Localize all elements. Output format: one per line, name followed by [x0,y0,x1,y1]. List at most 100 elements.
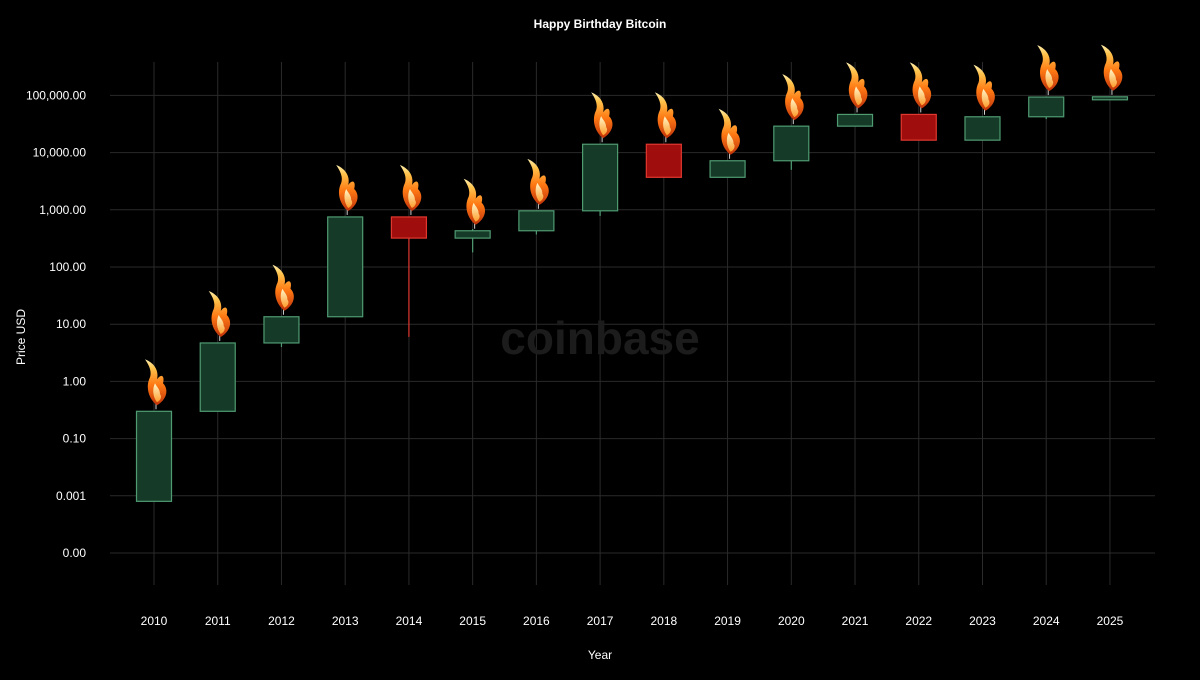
x-tick-label: 2018 [650,614,677,628]
flame-core [344,188,353,208]
flame-outer [846,62,868,109]
candle-body [645,143,682,178]
flame-core [280,288,289,308]
flame-core [599,116,608,136]
flame-outer [336,164,358,211]
watermark: coinbase [500,312,699,364]
candle-2025 [1091,96,1129,101]
candle-body [454,230,491,239]
candle-body [900,113,937,141]
y-axis-label: Price USD [14,309,28,365]
x-tick-label: 2013 [332,614,359,628]
x-axis-label: Year [588,648,612,662]
candle-flame-icon [463,178,486,229]
candle-2023 [964,116,1001,141]
flame-outer [591,92,613,139]
candle-body [518,210,555,232]
flame-core [471,202,480,222]
flame-outer [1100,44,1123,91]
x-tick-label: 2025 [1097,614,1124,628]
x-tick-label: 2011 [205,614,231,628]
flame-core [918,86,926,106]
candle-2020 [773,125,810,170]
chart-title: Happy Birthday Bitcoin [534,17,667,31]
x-axis-ticks: 2010 2011 2012 2013 2014 2015 2016 2017 2018 2019… [141,614,1124,628]
candle-flame-icon [208,290,231,341]
candle-flame-icon [718,108,740,159]
candle-2017 [582,143,619,216]
candle-body [327,216,364,318]
flame-core [1109,68,1117,88]
candle-body [773,125,810,162]
y-tick-label: 1.00 [63,374,87,388]
flames [145,44,1123,410]
x-tick-label: 2014 [396,614,423,628]
candle-flame-icon [846,62,868,113]
flame-outer [782,74,804,121]
flame-core [153,383,161,403]
candle-body [836,113,874,127]
flame-core [790,98,799,118]
flame-outer [973,64,995,111]
candle-body [199,342,236,412]
candle-flame-icon [272,264,294,315]
x-tick-label: 2016 [523,614,550,628]
y-tick-label: 0.10 [63,432,87,446]
candle-flame-icon [1100,44,1123,95]
x-tick-label: 2024 [1033,614,1060,628]
candle-body [582,143,619,212]
candle-flame-icon [145,359,167,410]
candle-2016 [518,210,555,235]
candle-2013 [327,216,364,318]
candle-2015 [454,229,491,253]
candle-flame-icon [336,164,358,215]
candle-body [263,316,300,344]
flame-core [663,116,671,136]
y-tick-label: 10,000.00 [33,146,87,160]
y-tick-label: 100,000.00 [26,88,86,102]
x-tick-label: 2023 [969,614,996,628]
y-tick-label: 10.00 [56,317,86,331]
x-tick-label: 2021 [842,614,869,628]
candle-flame-icon [909,62,932,113]
candle-2021 [836,113,874,127]
flame-core [535,182,544,202]
y-axis-ticks: 0.00 0.001 0.10 1.00 10.00 100.00 1,000.00 10,0… [26,88,86,560]
candles [135,96,1129,502]
candle-2014 [390,216,428,337]
x-tick-label: 2019 [714,614,741,628]
candle-flame-icon [399,164,422,215]
candle-2022 [900,113,937,141]
candle-body [135,410,173,502]
candle-flame-icon [527,158,549,209]
flame-outer [527,158,549,205]
candle-flame-icon [782,74,804,125]
flame-outer [208,290,231,337]
x-tick-label: 2015 [459,614,486,628]
x-tick-label: 2022 [905,614,932,628]
flame-core [1045,69,1054,89]
candle-body [1028,96,1065,118]
flame-outer [272,264,294,311]
candle-2019 [709,160,746,178]
y-tick-label: 0.001 [56,489,86,503]
flame-outer [718,108,740,155]
candle-body [1091,96,1129,101]
flame-outer [1037,45,1059,92]
candle-2010 [135,410,173,502]
flame-outer [145,359,167,406]
flame-core [726,132,735,152]
candle-flame-icon [654,92,677,143]
candle-2018 [645,143,682,178]
candle-2011 [199,342,236,412]
flame-core [216,314,225,334]
candle-body [964,116,1001,141]
flame-core [981,88,990,108]
candle-flame-icon [973,64,995,115]
x-tick-label: 2012 [268,614,295,628]
candle-flame-icon [591,92,613,143]
y-tick-label: 100.00 [49,260,86,274]
flame-outer [654,92,677,139]
